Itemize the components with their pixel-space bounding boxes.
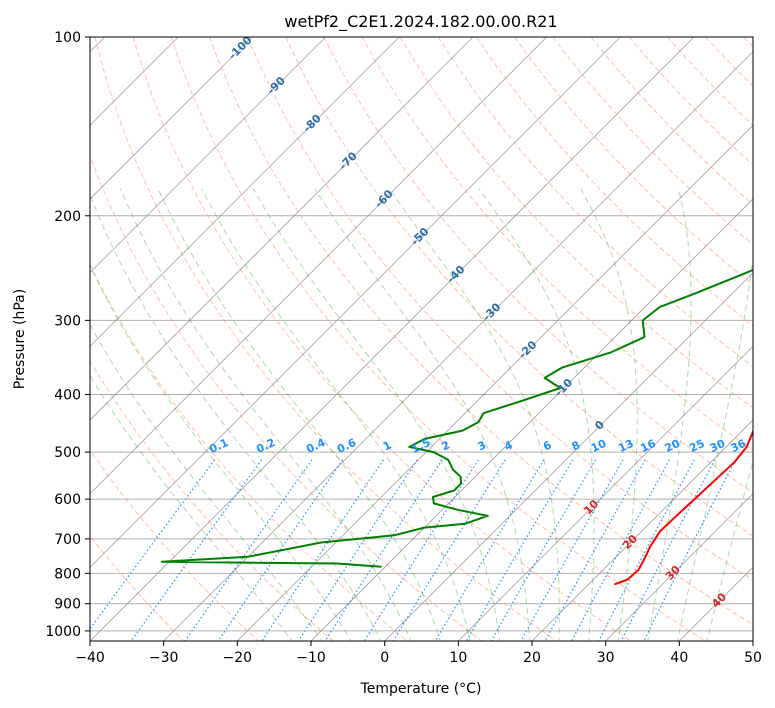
y-tick-label: 1000	[45, 624, 81, 640]
dry-adiabat-line	[628, 37, 753, 166]
isotherm-line	[90, 37, 400, 347]
dry-adiabat-line	[399, 37, 753, 409]
plot-area	[90, 37, 753, 641]
y-tick-label: 100	[54, 30, 81, 46]
moist-adiabat-line	[90, 193, 382, 641]
mixing-ratio-line	[544, 459, 646, 641]
y-tick-label: 400	[54, 388, 81, 404]
mixing-ratio-line	[261, 459, 384, 641]
moist-adiabat-line	[90, 264, 352, 641]
dry-adiabat-line	[90, 263, 408, 641]
x-tick-label: 40	[670, 650, 688, 666]
x-tick-label: 50	[744, 650, 762, 666]
y-tick-label: 600	[54, 492, 81, 508]
dry-adiabat-line	[90, 359, 334, 641]
x-tick-label: −10	[296, 650, 326, 666]
y-tick-label: 300	[54, 313, 81, 329]
dry-adiabat-line	[437, 37, 753, 368]
mixing-ratio-label: 25	[687, 437, 706, 455]
isotherm-line	[605, 493, 753, 641]
x-tick-label: 30	[597, 650, 615, 666]
y-axis-label: Pressure (hPa)	[12, 289, 28, 389]
mixing-ratio-label: 10	[589, 437, 609, 455]
isotherm-line	[384, 272, 753, 641]
moist-adiabat-line	[647, 188, 692, 641]
y-tick-label: 900	[54, 597, 81, 613]
x-tick-label: −20	[223, 650, 253, 666]
moist-adiabat-line	[580, 188, 638, 641]
dry-adiabat-line	[361, 37, 753, 451]
dry-adiabat-line	[94, 37, 557, 641]
x-axis: −40 −30 −20 −10 0 10 20 30 40 50	[75, 641, 762, 666]
mixing-ratio-line	[297, 459, 418, 641]
chart-title: wetPf2_C2E1.2024.182.00.00.R21	[284, 12, 557, 32]
dry-adiabat-line	[323, 37, 753, 494]
dry-adiabat-line	[552, 37, 753, 246]
mixing-ratio-line	[520, 459, 624, 641]
moist-adiabat-line	[157, 188, 441, 641]
moist-adiabat-line	[388, 188, 560, 641]
moist-adiabat-line	[90, 323, 323, 641]
mixing-ratio-line	[324, 459, 443, 641]
mixing-ratio-line	[130, 459, 263, 641]
moist-adiabat-line	[478, 188, 595, 641]
mixing-ratio-label: 13	[616, 437, 635, 455]
y-tick-label: 200	[54, 209, 81, 225]
isotherm-line	[458, 345, 753, 641]
moist-adiabat-line	[706, 459, 753, 641]
moist-adiabat-line	[201, 188, 471, 641]
dry-adiabat-line	[90, 154, 483, 641]
plot-frame	[89, 36, 754, 642]
isotherm-line	[90, 37, 326, 274]
x-tick-label: 10	[449, 650, 467, 666]
mixing-ratio-label: 16	[638, 437, 658, 455]
x-tick-label: 20	[523, 650, 541, 666]
temperature-profile-line	[614, 426, 753, 586]
dry-adiabat-line	[247, 37, 753, 581]
mixing-ratio-label: 36	[729, 437, 749, 455]
isotherm-line	[90, 37, 474, 421]
x-tick-label: 0	[380, 650, 389, 666]
dry-adiabat-line	[90, 535, 185, 641]
y-tick-label: 500	[54, 445, 81, 461]
isotherm-line	[90, 37, 621, 568]
x-tick-label: −30	[149, 650, 179, 666]
isotherm-line	[531, 419, 753, 641]
mixing-ratio-line	[90, 459, 216, 630]
mixing-ratio-line	[434, 459, 545, 641]
x-axis-label: Temperature (°C)	[360, 681, 482, 697]
isotherm-line	[163, 51, 753, 641]
mixing-ratio-label: 30	[708, 437, 728, 455]
isotherm-line	[90, 37, 253, 200]
y-axis: 100 200 300 400 500 600 700 800 900 1000	[45, 30, 90, 640]
moist-adiabat-line	[119, 188, 412, 641]
dry-adiabat-line	[285, 37, 753, 537]
dry-adiabat-line	[170, 37, 706, 641]
dewpoint-profile-line	[160, 268, 753, 568]
dry-adiabat-line	[132, 37, 632, 641]
moist-adiabat-line	[252, 188, 501, 641]
moist-adiabat-line	[676, 253, 753, 641]
mixing-ratio-line	[217, 459, 344, 641]
y-tick-label: 800	[54, 566, 81, 582]
y-tick-label: 700	[54, 532, 81, 548]
isotherm-line	[310, 198, 753, 641]
dry-adiabat-line	[514, 37, 753, 286]
mixing-ratio-line	[490, 459, 597, 641]
isotherm-line	[90, 37, 547, 495]
mixing-ratio-line	[184, 459, 313, 641]
x-tick-label: −40	[75, 650, 105, 666]
mixing-ratio-label: 20	[663, 437, 683, 455]
isotherm-line	[90, 37, 695, 641]
mixing-ratio-line	[465, 459, 574, 641]
